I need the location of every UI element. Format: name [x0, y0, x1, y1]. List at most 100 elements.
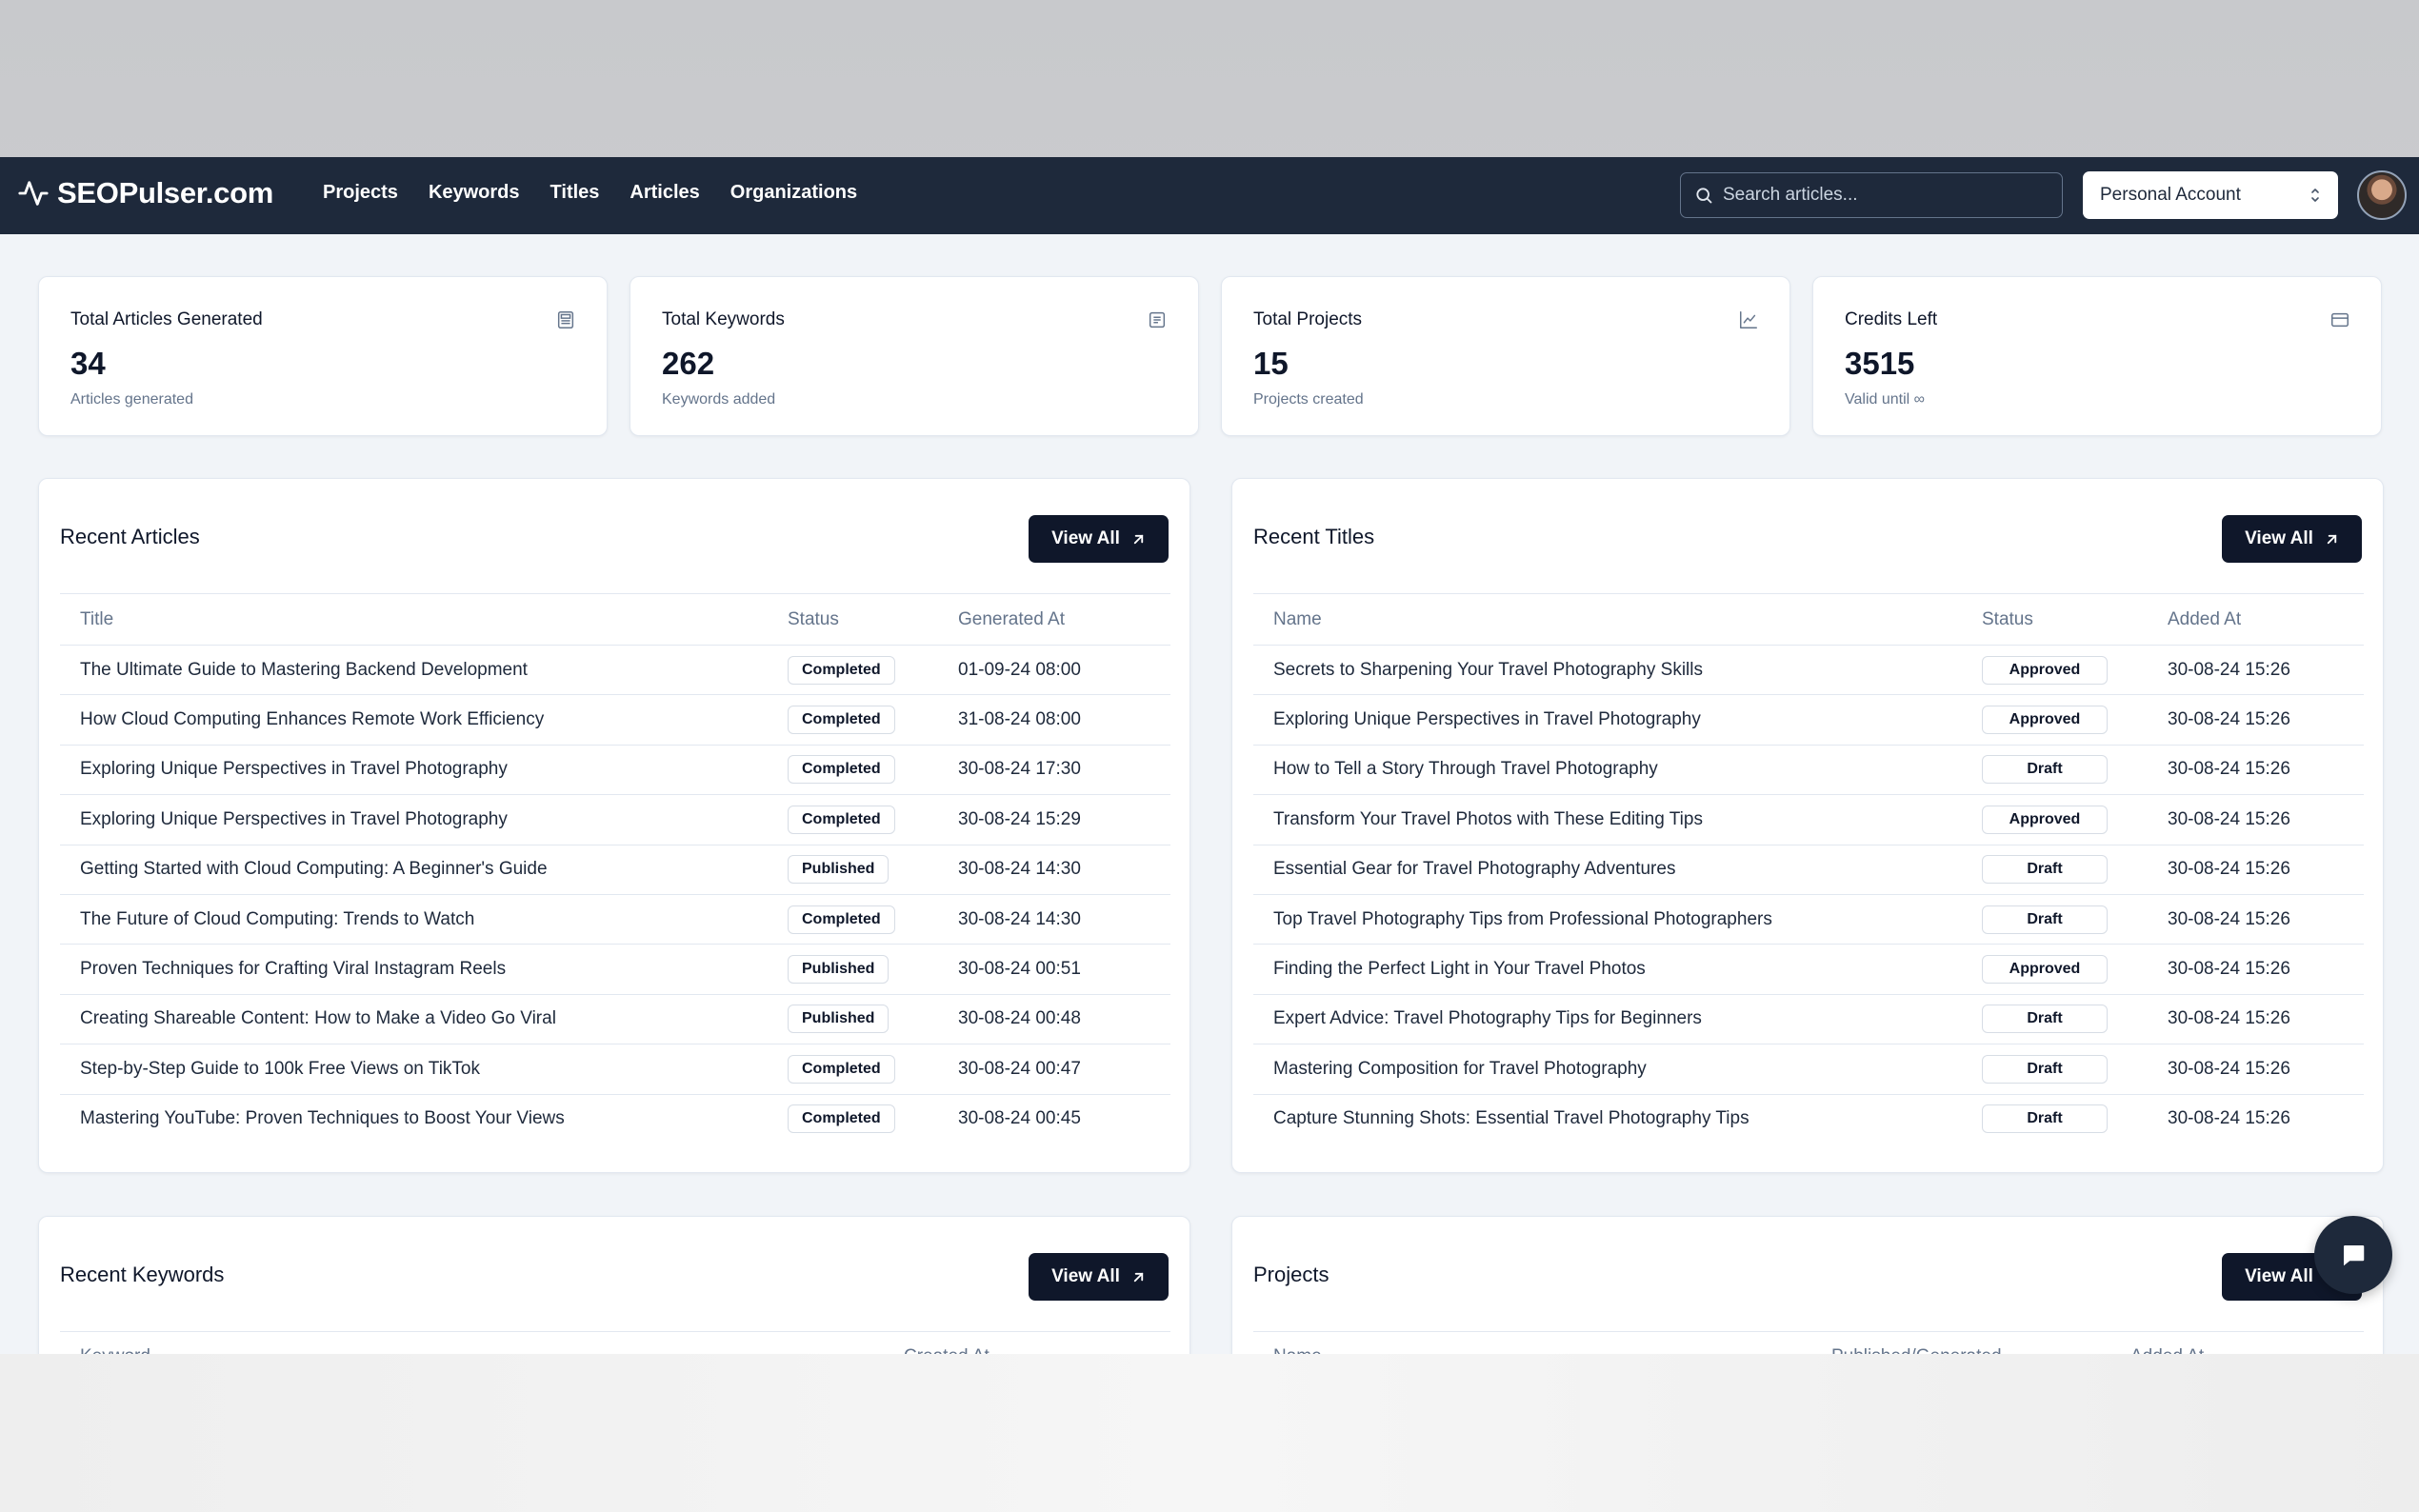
column-header-created-at[interactable]: Created At	[904, 1346, 990, 1354]
table-row[interactable]: How Cloud Computing Enhances Remote Work…	[60, 694, 1170, 746]
nav-link-articles[interactable]: Articles	[630, 182, 700, 203]
table-row[interactable]: The Ultimate Guide to Mastering Backend …	[60, 645, 1170, 696]
arrow-up-right-icon	[1133, 1272, 1144, 1282]
article-title[interactable]: How Cloud Computing Enhances Remote Work…	[60, 694, 768, 746]
article-title[interactable]: Step-by-Step Guide to 100k Free Views on…	[60, 1044, 768, 1095]
table-row[interactable]: Top Travel Photography Tips from Profess…	[1253, 894, 2364, 945]
generated-at: 30-08-24 00:51	[938, 944, 1170, 995]
status-badge: Published	[788, 855, 890, 885]
table-row[interactable]: Exploring Unique Perspectives in Travel …	[60, 794, 1170, 846]
search-box[interactable]	[1680, 172, 2063, 218]
title-name[interactable]: Expert Advice: Travel Photography Tips f…	[1253, 994, 1962, 1045]
title-name[interactable]: Finding the Perfect Light in Your Travel…	[1253, 944, 1962, 995]
nav-link-projects[interactable]: Projects	[323, 182, 398, 203]
table-row[interactable]: Finding the Perfect Light in Your Travel…	[1253, 944, 2364, 995]
article-title[interactable]: The Future of Cloud Computing: Trends to…	[60, 894, 768, 945]
title-name[interactable]: Top Travel Photography Tips from Profess…	[1253, 894, 1962, 945]
generated-at: 30-08-24 00:47	[938, 1044, 1170, 1095]
added-at: 30-08-24 15:26	[2148, 894, 2364, 945]
title-name[interactable]: How to Tell a Story Through Travel Photo…	[1253, 745, 1962, 796]
status-badge: Approved	[1982, 805, 2108, 834]
panel-title: Recent Titles	[1253, 525, 1375, 548]
column-header-keyword[interactable]: Keyword	[80, 1346, 150, 1354]
recent-titles-table: Name Status Added At Secrets to Sharpeni…	[1253, 593, 2364, 1144]
line-chart-icon	[1740, 311, 1757, 328]
user-avatar[interactable]	[2357, 170, 2407, 220]
recent-titles-panel: Recent Titles View All Name Status Added…	[1231, 478, 2384, 1173]
column-header-name[interactable]: Name	[1253, 593, 1962, 646]
generated-at: 31-08-24 08:00	[938, 694, 1170, 746]
article-title[interactable]: Creating Shareable Content: How to Make …	[60, 994, 768, 1045]
table-row[interactable]: Step-by-Step Guide to 100k Free Views on…	[60, 1044, 1170, 1095]
nav-link-titles[interactable]: Titles	[550, 182, 600, 203]
nav-links: Projects Keywords Titles Articles Organi…	[323, 182, 888, 204]
table-row[interactable]: Getting Started with Cloud Computing: A …	[60, 845, 1170, 895]
table-row[interactable]: Essential Gear for Travel Photography Ad…	[1253, 845, 2364, 895]
view-all-label: View All	[2245, 528, 2313, 548]
generated-at: 30-08-24 14:30	[938, 845, 1170, 895]
status-badge: Approved	[1982, 706, 2108, 735]
table-row[interactable]: The Future of Cloud Computing: Trends to…	[60, 894, 1170, 945]
stat-value: 15	[1253, 346, 1289, 381]
added-at: 30-08-24 15:26	[2148, 794, 2364, 846]
title-name[interactable]: Mastering Composition for Travel Photogr…	[1253, 1044, 1962, 1095]
panel-title: Recent Keywords	[60, 1263, 225, 1286]
table-header-row: Name Status Added At	[1253, 593, 2364, 646]
status-badge: Completed	[788, 755, 895, 785]
nav-link-keywords[interactable]: Keywords	[428, 182, 520, 203]
stat-value: 3515	[1845, 346, 1915, 381]
nav-link-organizations[interactable]: Organizations	[730, 182, 858, 203]
generated-at: 30-08-24 00:48	[938, 994, 1170, 1045]
table-row[interactable]: Mastering YouTube: Proven Techniques to …	[60, 1094, 1170, 1144]
view-all-articles-button[interactable]: View All	[1029, 515, 1169, 563]
table-row[interactable]: Mastering Composition for Travel Photogr…	[1253, 1044, 2364, 1095]
table-row[interactable]: Proven Techniques for Crafting Viral Ins…	[60, 944, 1170, 995]
view-all-keywords-button[interactable]: View All	[1029, 1253, 1169, 1301]
column-header-status[interactable]: Status	[1962, 593, 2148, 646]
table-row[interactable]: Exploring Unique Perspectives in Travel …	[60, 745, 1170, 796]
account-select[interactable]: Personal Account	[2083, 171, 2338, 219]
column-header-name[interactable]: Name	[1273, 1346, 1322, 1354]
title-name[interactable]: Transform Your Travel Photos with These …	[1253, 794, 1962, 846]
view-all-titles-button[interactable]: View All	[2222, 515, 2362, 563]
article-title[interactable]: Getting Started with Cloud Computing: A …	[60, 845, 768, 895]
stat-sub: Valid until ∞	[1845, 391, 1926, 408]
title-name[interactable]: Essential Gear for Travel Photography Ad…	[1253, 845, 1962, 895]
table-row[interactable]: Secrets to Sharpening Your Travel Photog…	[1253, 645, 2364, 696]
status-badge: Published	[788, 955, 890, 985]
article-title[interactable]: Proven Techniques for Crafting Viral Ins…	[60, 944, 768, 995]
stat-label: Total Articles Generated	[70, 309, 263, 329]
table-row[interactable]: Exploring Unique Perspectives in Travel …	[1253, 694, 2364, 746]
added-at: 30-08-24 15:26	[2148, 645, 2364, 696]
table-row[interactable]: Capture Stunning Shots: Essential Travel…	[1253, 1094, 2364, 1144]
column-header-status[interactable]: Status	[768, 593, 938, 646]
brand[interactable]: SEOPulser.com	[17, 176, 273, 210]
table-row[interactable]: Creating Shareable Content: How to Make …	[60, 994, 1170, 1045]
title-name[interactable]: Exploring Unique Perspectives in Travel …	[1253, 694, 1962, 746]
generated-at: 30-08-24 00:45	[958, 1108, 1081, 1129]
recent-keywords-panel: Recent Keywords View All Keyword Created…	[38, 1216, 1190, 1354]
column-header-title[interactable]: Title	[60, 593, 768, 646]
column-header-added-at[interactable]: Added At	[2130, 1346, 2204, 1354]
status-badge: Draft	[1982, 855, 2108, 885]
status-badge: Completed	[788, 805, 895, 834]
backdrop	[0, 1354, 2419, 1512]
article-title[interactable]: Exploring Unique Perspectives in Travel …	[60, 745, 768, 796]
search-input[interactable]	[1723, 185, 2037, 206]
article-title[interactable]: Mastering YouTube: Proven Techniques to …	[80, 1108, 565, 1129]
top-navbar: SEOPulser.com Projects Keywords Titles A…	[0, 157, 2419, 234]
table-row[interactable]: How to Tell a Story Through Travel Photo…	[1253, 745, 2364, 796]
app-window: SEOPulser.com Projects Keywords Titles A…	[0, 157, 2419, 1354]
chat-widget-button[interactable]	[2314, 1216, 2392, 1294]
stat-label: Total Projects	[1253, 309, 1363, 329]
title-name[interactable]: Capture Stunning Shots: Essential Travel…	[1273, 1108, 1749, 1129]
article-title[interactable]: Exploring Unique Perspectives in Travel …	[60, 794, 768, 846]
panel-title: Recent Articles	[60, 525, 200, 548]
column-header-published-generated[interactable]: Published/Generated	[1831, 1346, 2002, 1354]
column-header-generated-at[interactable]: Generated At	[938, 593, 1170, 646]
article-title[interactable]: The Ultimate Guide to Mastering Backend …	[60, 645, 768, 696]
table-row[interactable]: Transform Your Travel Photos with These …	[1253, 794, 2364, 846]
title-name[interactable]: Secrets to Sharpening Your Travel Photog…	[1253, 645, 1962, 696]
table-row[interactable]: Expert Advice: Travel Photography Tips f…	[1253, 994, 2364, 1045]
column-header-added-at[interactable]: Added At	[2148, 593, 2364, 646]
